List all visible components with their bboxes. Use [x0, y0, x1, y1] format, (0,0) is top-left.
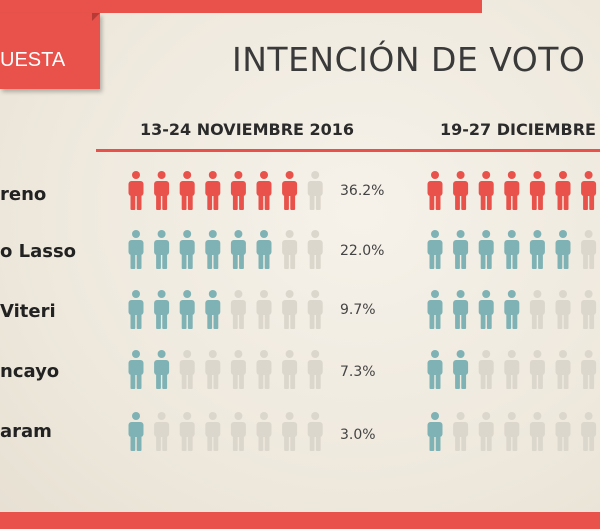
person-icon-r4-p1-5 [230, 350, 246, 389]
person-icon-r2-p1-3 [179, 230, 195, 269]
person-icon-r3-p2-7 [581, 290, 597, 329]
person-icon-r2-p2-4 [504, 230, 520, 269]
percent-label-2: 22.0% [340, 243, 385, 259]
person-icon-r5-p2-2 [453, 412, 469, 451]
person-icon-r5-p1-3 [179, 412, 195, 451]
person-icon-r4-p1-7 [282, 350, 298, 389]
bottom-accent-bar [0, 512, 600, 529]
person-icon-r3-p2-4 [504, 290, 520, 329]
person-icon-r4-p2-3 [478, 350, 494, 389]
person-icon-r5-p1-2 [154, 412, 170, 451]
person-icon-r1-p1-4 [205, 171, 221, 210]
person-icon-r4-p1-2 [154, 350, 170, 389]
candidate-label-2: o Lasso [0, 241, 77, 262]
person-icon-r4-p2-1 [427, 350, 443, 389]
person-icon-r5-p2-1 [427, 412, 443, 451]
person-icon-r1-p2-2 [453, 171, 469, 210]
person-icon-r3-p2-2 [453, 290, 469, 329]
person-icon-r5-p1-5 [230, 412, 246, 451]
candidate-label-3: Viteri [0, 301, 56, 322]
person-icon-r3-p2-6 [555, 290, 571, 329]
section-tag-label: UESTA [0, 49, 66, 71]
person-icon-r2-p2-2 [453, 230, 469, 269]
person-icon-r4-p2-5 [529, 350, 545, 389]
person-icon-r1-p1-7 [282, 171, 298, 210]
person-icon-r2-p2-5 [529, 230, 545, 269]
person-icon-r4-p1-6 [256, 350, 272, 389]
person-icon-r1-p1-8 [307, 171, 323, 210]
candidate-label-1: reno [0, 184, 47, 205]
chart-title: INTENCIÓN DE VOTO [232, 40, 586, 79]
person-icon-r1-p2-6 [555, 171, 571, 210]
section-tag-fold [92, 13, 100, 21]
person-icon-r4-p2-7 [581, 350, 597, 389]
person-icon-r2-p1-4 [205, 230, 221, 269]
person-icon-r5-p1-6 [256, 412, 272, 451]
person-icon-r3-p1-7 [282, 290, 298, 329]
percent-label-4: 7.3% [340, 364, 376, 380]
person-icon-r1-p2-3 [478, 171, 494, 210]
person-icon-r1-p1-5 [230, 171, 246, 210]
person-icon-r2-p1-2 [154, 230, 170, 269]
period-label-2: 19-27 DICIEMBRE [440, 120, 596, 139]
person-icon-r5-p1-7 [282, 412, 298, 451]
person-icon-r2-p1-8 [307, 230, 323, 269]
person-icon-r5-p2-6 [555, 412, 571, 451]
person-icon-r2-p1-1 [128, 230, 144, 269]
percent-label-5: 3.0% [340, 427, 376, 443]
person-icon-r2-p1-6 [256, 230, 272, 269]
person-icon-r1-p2-1 [427, 171, 443, 210]
top-accent-bar [0, 0, 482, 13]
person-icon-r4-p1-3 [179, 350, 195, 389]
person-icon-r3-p1-8 [307, 290, 323, 329]
percent-label-3: 9.7% [340, 302, 376, 318]
person-icon-r3-p1-6 [256, 290, 272, 329]
person-icon-r4-p2-4 [504, 350, 520, 389]
person-icon-r1-p2-7 [581, 171, 597, 210]
person-icon-r3-p1-4 [205, 290, 221, 329]
person-icon-r1-p2-4 [504, 171, 520, 210]
person-icon-r5-p2-4 [504, 412, 520, 451]
person-icon-r3-p2-3 [478, 290, 494, 329]
person-icon-r5-p2-5 [529, 412, 545, 451]
person-icon-r4-p1-1 [128, 350, 144, 389]
person-icon-r1-p1-2 [154, 171, 170, 210]
person-icon-r5-p1-4 [205, 412, 221, 451]
candidate-label-4: ncayo [0, 361, 60, 382]
header-divider [96, 149, 600, 152]
person-icon-r3-p2-1 [427, 290, 443, 329]
candidate-label-5: aram [0, 421, 52, 442]
person-icon-r1-p1-1 [128, 171, 144, 210]
percent-label-1: 36.2% [340, 183, 385, 199]
person-icon-r5-p1-8 [307, 412, 323, 451]
person-icon-r2-p2-3 [478, 230, 494, 269]
person-icon-r2-p1-5 [230, 230, 246, 269]
person-icon-r4-p2-6 [555, 350, 571, 389]
person-icon-r5-p1-1 [128, 412, 144, 451]
person-icon-r4-p2-2 [453, 350, 469, 389]
person-icon-r3-p2-5 [529, 290, 545, 329]
person-icon-r3-p1-1 [128, 290, 144, 329]
person-icon-r1-p1-6 [256, 171, 272, 210]
person-icon-r3-p1-3 [179, 290, 195, 329]
person-icon-r3-p1-5 [230, 290, 246, 329]
person-icon-r1-p2-5 [529, 171, 545, 210]
person-icon-r2-p2-1 [427, 230, 443, 269]
person-icon-r3-p1-2 [154, 290, 170, 329]
person-icon-r5-p2-7 [581, 412, 597, 451]
section-tag [0, 13, 100, 89]
person-icon-r2-p2-7 [581, 230, 597, 269]
person-icon-r4-p1-4 [205, 350, 221, 389]
person-icon-r5-p2-3 [478, 412, 494, 451]
person-icon-r4-p1-8 [307, 350, 323, 389]
person-icon-r1-p1-3 [179, 171, 195, 210]
person-icon-r2-p2-6 [555, 230, 571, 269]
person-icon-r2-p1-7 [282, 230, 298, 269]
period-label-1: 13-24 NOVIEMBRE 2016 [140, 120, 355, 139]
